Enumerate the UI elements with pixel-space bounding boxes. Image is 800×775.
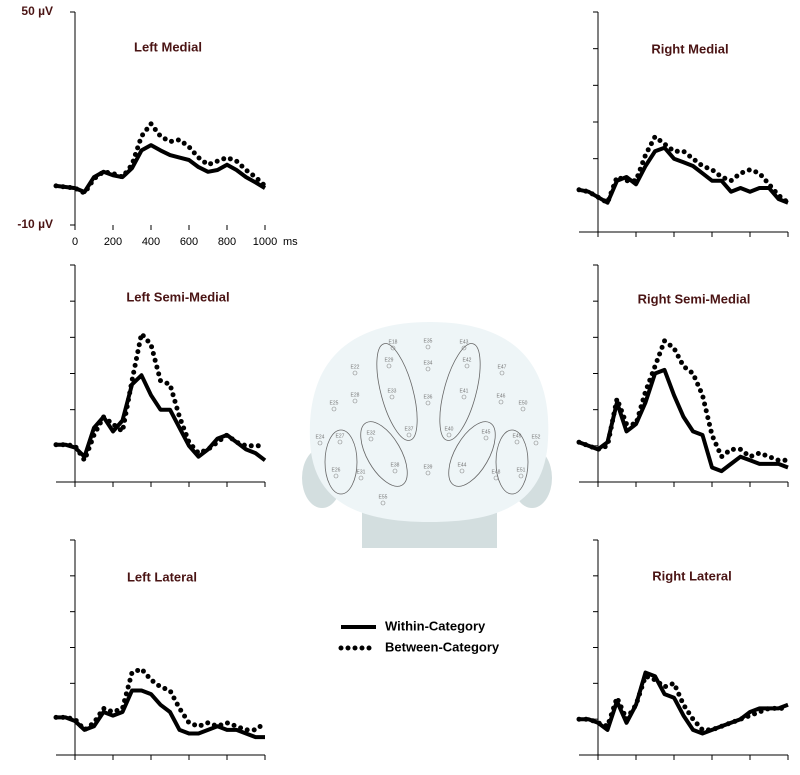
panel-title: Left Medial <box>134 39 202 54</box>
electrode-label: E44 <box>458 462 467 468</box>
erp-line <box>55 143 267 194</box>
legend-label: Within-Category <box>385 618 486 633</box>
electrode-label: E48 <box>492 469 501 475</box>
electrode <box>389 394 395 400</box>
electrode <box>533 440 539 446</box>
electrode-label: E25 <box>330 400 339 406</box>
electrode-label: E38 <box>391 462 400 468</box>
x-unit: ms <box>283 236 298 248</box>
y-tick-label: -10 µV <box>17 217 53 231</box>
erp-line <box>53 119 268 197</box>
x-tick-label: 0 <box>72 236 78 248</box>
electrode-label: E28 <box>351 392 360 398</box>
electrode-label: E36 <box>424 394 433 400</box>
electrode-groups <box>324 343 529 495</box>
electrode-label: E45 <box>482 429 491 435</box>
electrode <box>392 468 398 474</box>
electrode-label: E37 <box>405 426 414 432</box>
panel-title: Left Semi-Medial <box>126 289 229 304</box>
electrode <box>386 363 392 369</box>
electrode <box>493 475 499 481</box>
x-tick-label: 800 <box>218 236 236 248</box>
legend-label: Between-Category <box>385 639 500 654</box>
electrode <box>390 345 396 351</box>
electrode-label: E22 <box>351 364 360 370</box>
electrode <box>498 399 504 405</box>
electrode <box>337 439 343 445</box>
head-diagram: E18 E35 E43 E29 E34 E42 E22 E47 E28 E33 E36 E41 E46 E… <box>302 322 552 548</box>
electrode <box>425 400 431 406</box>
erp-line <box>53 666 268 734</box>
erp-line <box>579 670 789 736</box>
x-tick-label: 200 <box>104 236 122 248</box>
electrode-label: E43 <box>460 339 469 345</box>
electrode-label: E34 <box>424 360 433 366</box>
head <box>309 322 549 522</box>
electrode <box>380 500 386 506</box>
electrode <box>406 432 412 438</box>
electrode <box>459 468 465 474</box>
electrode <box>317 440 323 446</box>
electrode-label: E39 <box>424 464 433 470</box>
electrode-label: E29 <box>385 357 394 363</box>
electrode <box>368 436 374 442</box>
electrode-label: E31 <box>357 469 366 475</box>
erp-line <box>576 132 791 207</box>
electrode-label: E33 <box>388 388 397 394</box>
x-tick-label: 1000 <box>253 236 277 248</box>
electrode-label: E46 <box>497 393 506 399</box>
electrode-label: E35 <box>424 338 433 344</box>
electrode-label: E49 <box>513 433 522 439</box>
electrode-label: E32 <box>367 430 376 436</box>
electrodes: E18 E35 E43 E29 E34 E42 E22 E47 E28 E33 E36 E41 E46 E… <box>316 338 541 506</box>
electrode <box>461 345 467 351</box>
electrode-label: E27 <box>336 433 345 439</box>
electrode <box>514 439 520 445</box>
erp-line <box>576 672 791 733</box>
electrode-label: E52 <box>532 434 541 440</box>
electrode <box>499 370 505 376</box>
panel-title: Right Semi-Medial <box>638 291 751 306</box>
electrode <box>461 394 467 400</box>
electrode <box>520 406 526 412</box>
electrode <box>352 370 358 376</box>
electrode-label: E50 <box>519 400 528 406</box>
electrode <box>331 406 337 412</box>
electrode <box>333 473 339 479</box>
electrode <box>358 475 364 481</box>
electrode-label: E24 <box>316 434 325 440</box>
electrode-label: E51 <box>517 467 526 473</box>
electrode-label: E55 <box>379 494 388 500</box>
erp-line <box>53 328 268 466</box>
erp-line <box>56 688 265 740</box>
y-tick-label: 50 µV <box>21 4 53 18</box>
electrode <box>352 398 358 404</box>
electrode <box>425 344 431 350</box>
electrode-label: E42 <box>463 357 472 363</box>
erp-line <box>576 336 791 463</box>
x-tick-label: 400 <box>142 236 160 248</box>
electrode-label: E47 <box>498 364 507 370</box>
panel-title: Right Lateral <box>652 568 731 583</box>
panel-title: Left Lateral <box>127 569 197 584</box>
electrode-label: E18 <box>389 339 398 345</box>
electrode <box>518 473 524 479</box>
electrode-label: E41 <box>460 388 469 394</box>
panel-title: Right Medial <box>651 41 728 56</box>
electrode-label: E40 <box>445 426 454 432</box>
electrode <box>446 432 452 438</box>
electrode <box>483 435 489 441</box>
electrode-label: E26 <box>332 467 341 473</box>
x-tick-label: 600 <box>180 236 198 248</box>
electrode <box>425 470 431 476</box>
legend: Within-Category Between-Category <box>338 618 500 654</box>
electrode <box>464 363 470 369</box>
electrode <box>425 366 431 372</box>
